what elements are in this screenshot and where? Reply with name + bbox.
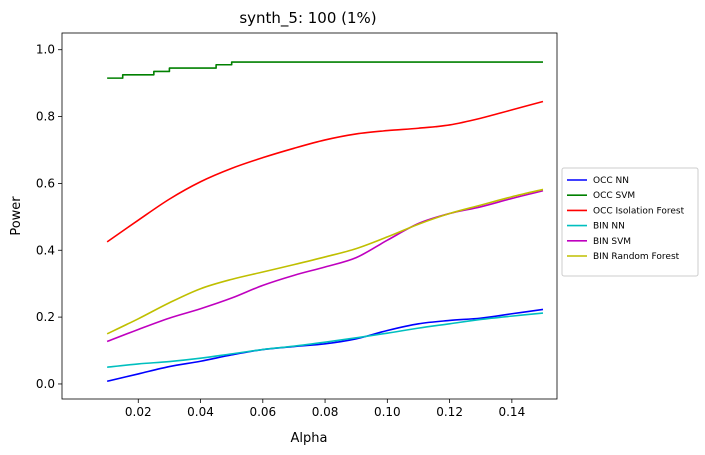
legend-box	[561, 167, 699, 277]
y-axis-label: Power	[9, 196, 24, 236]
y-tick-label: 0.4	[36, 243, 55, 257]
legend-label-bin-nn: BIN NN	[593, 222, 625, 232]
plot-frame	[61, 32, 558, 400]
legend: OCC NN OCC SVM OCC Isolation Forest BIN NN B…	[561, 167, 699, 277]
x-tick-label: 0.04	[187, 405, 214, 419]
y-tick-label: 0.0	[36, 377, 55, 391]
series-line-bin-random-forest	[106, 188, 544, 335]
x-tick-label: 0.12	[436, 405, 463, 419]
series-line-occ-nn	[106, 308, 544, 383]
y-tick-label: 0.6	[36, 176, 55, 190]
y-tick-label: 0.8	[36, 110, 55, 124]
series-line-occ-svm	[107, 61, 543, 79]
x-tick-label: 0.08	[312, 405, 339, 419]
legend-label-occ-nn: OCC NN	[593, 176, 629, 186]
x-tick-label: 0.14	[498, 405, 525, 419]
y-tick-label: 0.2	[36, 310, 55, 324]
x-axis-label: Alpha	[291, 431, 328, 446]
x-tick-label: 0.10	[374, 405, 401, 419]
legend-label-bin-svm: BIN SVM	[593, 237, 631, 247]
x-tick-label: 0.06	[249, 405, 276, 419]
x-axis: 0.02 0.04 0.06 0.08 0.10 0.12 0.14	[125, 399, 525, 419]
series-line-occ-isolation-forest	[106, 100, 544, 243]
series-line-bin-svm	[106, 189, 544, 343]
legend-label-occ-isolation-forest: OCC Isolation Forest	[593, 206, 685, 216]
legend-label-occ-svm: OCC SVM	[593, 191, 635, 201]
series-lines	[106, 61, 544, 383]
y-tick-label: 1.0	[36, 43, 55, 57]
x-tick-label: 0.02	[125, 405, 152, 419]
series-line-bin-nn	[107, 312, 544, 369]
chart-title: synth_5: 100 (1%)	[239, 9, 376, 28]
legend-label-bin-random-forest: BIN Random Forest	[593, 252, 680, 262]
y-axis: 0.0 0.2 0.4 0.6 0.8 1.0	[36, 43, 62, 391]
